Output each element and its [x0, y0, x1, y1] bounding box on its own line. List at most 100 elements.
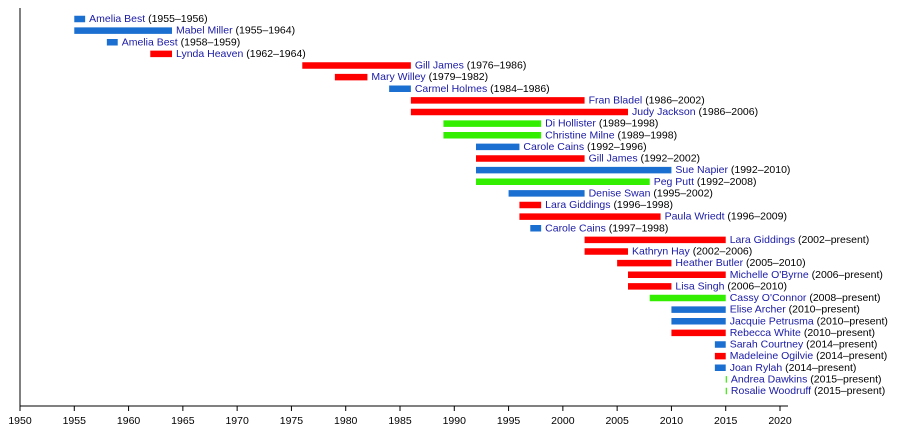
tenure-period: (1992–2008): [697, 176, 757, 188]
tenure-label: Michelle O'Byrne (2006–present): [730, 269, 883, 281]
tenure-label: Carole Cains (1992–1996): [523, 141, 646, 153]
tenure-bar: [714, 341, 726, 348]
tenure-bar: [74, 15, 86, 23]
tenure-bar: [649, 294, 726, 302]
member-name: Michelle O'Byrne: [730, 269, 809, 281]
tenure-period: (1989–1998): [599, 117, 659, 129]
tenure-bar: [584, 248, 628, 255]
tenure-period: (1992–2002): [641, 152, 701, 164]
x-tick-label: 1995: [497, 415, 521, 427]
tenure-label: Madeleine Ogilvie (2014–present): [730, 350, 888, 362]
tenure-period: (2014–present): [816, 350, 887, 362]
tenure-period: (1992–1996): [587, 141, 647, 153]
tenure-label: Di Hollister (1989–1998): [545, 117, 658, 129]
member-name: Rebecca White: [730, 327, 801, 339]
tenure-period: (1962–1964): [246, 48, 306, 60]
x-tick-label: 1950: [8, 415, 32, 427]
x-tick-label: 2010: [660, 415, 684, 427]
x-tick-label: 1980: [334, 415, 358, 427]
member-name: Joan Rylah: [730, 362, 783, 374]
x-tick-label: 1975: [280, 415, 304, 427]
member-name: Carole Cains: [545, 222, 606, 234]
member-name: Judy Jackson: [632, 106, 696, 118]
tenure-bar: [476, 143, 520, 151]
member-name: Jacquie Petrusma: [730, 315, 814, 327]
tenure-label: Sarah Courtney (2014–present): [730, 338, 878, 350]
tenure-bar: [628, 283, 672, 290]
tenure-bar: [530, 225, 542, 232]
x-tick-label: 1970: [225, 415, 249, 427]
x-tick-label: 2000: [551, 415, 575, 427]
x-tick-label: 1955: [63, 415, 87, 427]
member-name: Lynda Heaven: [176, 48, 243, 60]
tenure-period: (2010–present): [789, 303, 860, 315]
tenure-period: (1989–1998): [618, 129, 678, 141]
member-name: Carole Cains: [523, 141, 584, 153]
member-name: Andrea Dawkins: [731, 373, 807, 385]
tenure-label: Fran Bladel (1986–2002): [589, 94, 705, 106]
tenure-label: Lisa Singh (2006–2010): [675, 280, 787, 292]
tenure-label: Gill James (1976–1986): [415, 59, 527, 71]
tenure-bar: [106, 39, 118, 46]
tenure-period: (2005–2010): [746, 257, 806, 269]
tenure-bar: [476, 155, 585, 162]
tenure-label: Mary Willey (1979–1982): [371, 71, 488, 83]
tenure-bar: [725, 387, 727, 395]
tenure-period: (2010–present): [817, 315, 888, 327]
member-name: Madeleine Ogilvie: [730, 350, 814, 362]
x-tick-label: 1960: [117, 415, 141, 427]
x-tick-label: 1965: [171, 415, 195, 427]
x-tick-label: 2020: [768, 415, 792, 427]
member-name: Paula Wriedt: [665, 210, 725, 222]
tenure-period: (1955–1964): [236, 24, 296, 36]
tenure-label: Cassy O'Connor (2008–present): [730, 292, 881, 304]
member-name: Lisa Singh: [675, 280, 724, 292]
tenure-bar: [74, 27, 172, 34]
tenure-label: Gill James (1992–2002): [589, 152, 701, 164]
tenure-period: (1976–1986): [467, 59, 527, 71]
x-tick-label: 1985: [388, 415, 412, 427]
tenure-label: Carole Cains (1997–1998): [545, 222, 668, 234]
tenure-period: (1992–2010): [731, 164, 791, 176]
tenure-bar: [519, 213, 661, 220]
tenure-label: Amelia Best (1955–1956): [89, 13, 208, 25]
tenure-label: Joan Rylah (2014–present): [730, 362, 857, 374]
tenure-period: (2015–present): [814, 385, 885, 397]
member-name: Rosalie Woodruff: [731, 385, 811, 397]
member-name: Heather Butler: [675, 257, 743, 269]
member-name: Sue Napier: [675, 164, 728, 176]
x-tick-label: 2005: [605, 415, 629, 427]
tenure-period: (1955–1956): [148, 13, 208, 25]
tenure-bar: [628, 271, 726, 278]
tenure-period: (2002–2006): [693, 245, 753, 257]
tenure-period: (1986–2006): [699, 106, 759, 118]
tenure-period: (1996–1998): [613, 199, 673, 211]
member-name: Christine Milne: [545, 129, 615, 141]
tenure-bar: [584, 236, 726, 244]
tenure-label: Denise Swan (1995–2002): [589, 187, 713, 199]
tenure-bar: [150, 50, 172, 58]
tenure-bar: [714, 364, 726, 371]
tenure-period: (2015–present): [810, 373, 881, 385]
tenure-bar: [671, 306, 726, 313]
x-tick-label: 1990: [443, 415, 467, 427]
tenure-period: (2014–present): [806, 338, 877, 350]
x-tick-label: 2015: [714, 415, 738, 427]
member-name: Mabel Miller: [176, 24, 233, 36]
tenure-bar: [725, 376, 727, 383]
tenure-period: (1986–2002): [645, 94, 705, 106]
tenure-bar: [476, 166, 672, 174]
member-name: Sarah Courtney: [730, 338, 804, 350]
member-name: Carmel Holmes: [415, 83, 487, 95]
tenure-bar: [617, 259, 672, 267]
member-name: Peg Putt: [654, 176, 694, 188]
tenure-label: Kathryn Hay (2002–2006): [632, 245, 752, 257]
tenure-label: Heather Butler (2005–2010): [675, 257, 805, 269]
tenure-label: Amelia Best (1958–1959): [122, 36, 241, 48]
tenure-bar: [410, 97, 585, 104]
member-name: Lara Giddings: [545, 199, 610, 211]
tenure-period: (1997–1998): [609, 222, 669, 234]
tenure-label: Lynda Heaven (1962–1964): [176, 48, 306, 60]
tenure-label: Mabel Miller (1955–1964): [176, 24, 295, 36]
